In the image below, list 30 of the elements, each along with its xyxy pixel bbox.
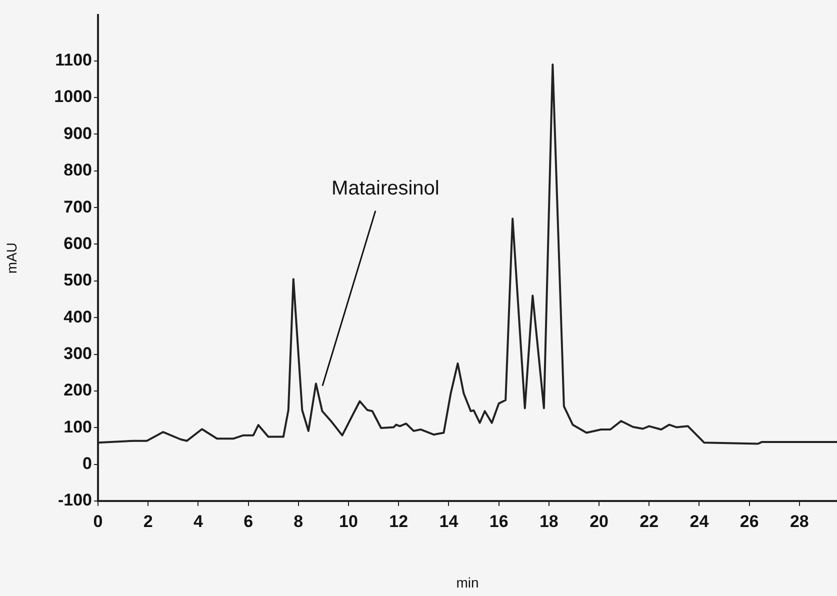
x-tick-label: 28 [790,512,809,531]
y-tick-label: 900 [64,124,92,143]
x-tick-label: 20 [590,512,608,531]
x-tick-label: 24 [690,512,710,531]
y-tick-label: 500 [64,270,92,290]
y-axis-title: mAU [3,242,20,274]
y-tick-label: 200 [64,380,92,400]
x-tick-label: 2 [143,512,153,531]
x-tick-label: 26 [740,512,759,531]
x-tick-label: 8 [294,512,304,531]
x-tick-label: 18 [539,512,558,531]
y-tick-label: 1100 [55,50,92,70]
y-tick-label: 600 [64,234,92,253]
x-tick-label: 12 [389,512,408,531]
y-tick-label: -100 [58,490,92,510]
x-tick-label: 10 [339,512,358,531]
x-tick-label: 6 [244,512,254,531]
x-tick-label: 16 [489,512,508,531]
annotation: Matairesinol [332,177,440,200]
x-tick-label: 4 [193,512,204,531]
y-tick-label: 800 [64,160,92,180]
y-tick-label: 100 [64,417,92,436]
x-axis-title: min [456,574,479,590]
y-tick-label: 0 [82,454,92,474]
y-tick-label: 400 [64,307,92,326]
x-tick-label: 14 [439,512,459,531]
x-tick-label: 22 [640,512,659,531]
y-tick-label: 300 [64,344,92,363]
y-tick-label: 1000 [54,87,92,106]
y-tick-label: 700 [64,197,92,216]
